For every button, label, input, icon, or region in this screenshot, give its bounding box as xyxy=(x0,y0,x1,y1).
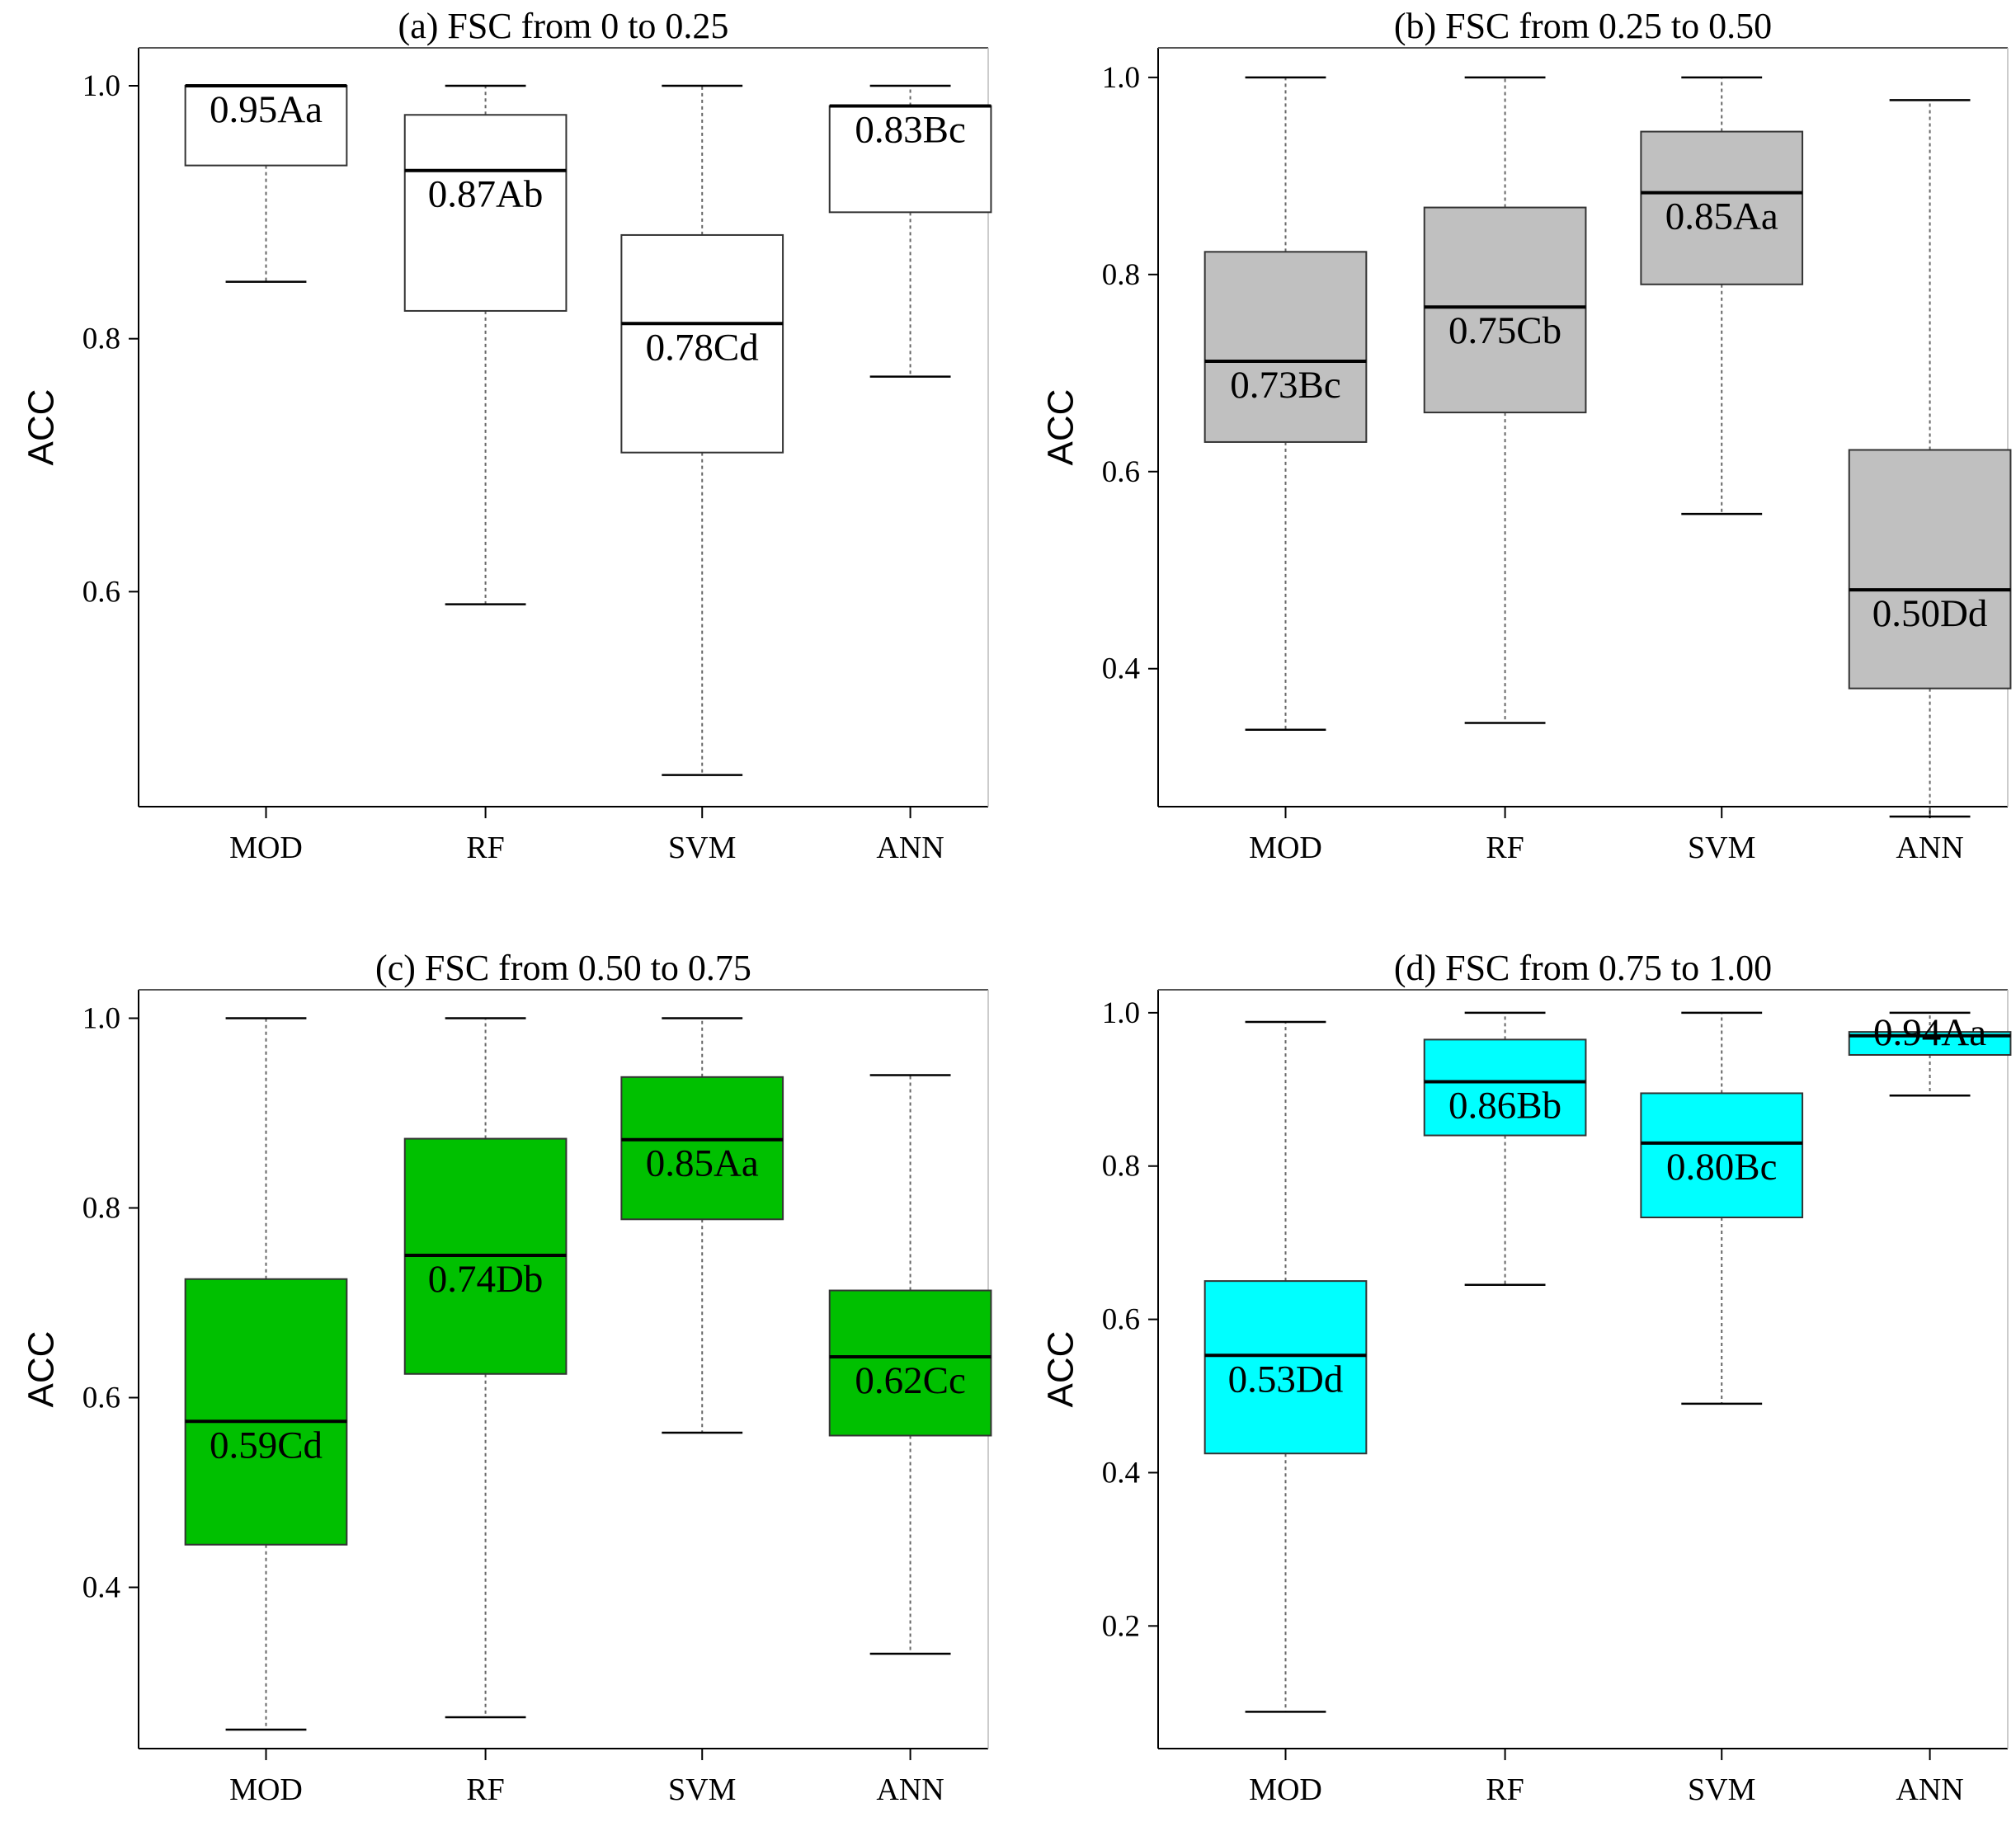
box-label: 0.80Bc xyxy=(1666,1146,1777,1189)
y-axis-label: ACC xyxy=(1041,1331,1081,1408)
y-tick-label: 0.8 xyxy=(82,1192,120,1226)
box xyxy=(184,85,348,167)
box-label: 0.95Aa xyxy=(210,88,323,131)
panel-title: (a) FSC from 0 to 0.25 xyxy=(398,6,729,46)
x-tick-label: RF xyxy=(466,831,504,865)
box xyxy=(1423,1038,1587,1137)
x-tick-label: SVM xyxy=(1688,831,1755,865)
x-tick-label: ANN xyxy=(1896,831,1963,865)
box-label: 0.83Bc xyxy=(855,109,965,152)
box-label: 0.59Cd xyxy=(210,1424,323,1467)
panel-title: (b) FSC from 0.25 to 0.50 xyxy=(1394,6,1772,46)
box xyxy=(828,1289,992,1437)
y-tick-label: 1.0 xyxy=(82,1002,120,1036)
x-tick-label: ANN xyxy=(876,831,944,865)
box-label: 0.85Aa xyxy=(646,1142,759,1185)
y-axis-label: ACC xyxy=(1041,389,1081,466)
box xyxy=(184,1278,348,1546)
box-label: 0.86Bb xyxy=(1448,1085,1561,1128)
y-tick-label: 0.4 xyxy=(1102,1456,1140,1490)
y-tick-label: 0.6 xyxy=(1102,455,1140,489)
box-label: 0.62Cc xyxy=(855,1359,965,1402)
x-tick-label: RF xyxy=(1486,1773,1524,1807)
y-tick-label: 0.8 xyxy=(82,322,120,356)
x-tick-label: RF xyxy=(466,1773,504,1807)
box-label: 0.53Dd xyxy=(1228,1358,1344,1401)
y-tick-label: 0.8 xyxy=(1102,258,1140,292)
box xyxy=(1203,251,1368,443)
x-tick-label: SVM xyxy=(668,831,736,865)
y-tick-label: 0.6 xyxy=(82,575,120,609)
y-tick-label: 0.6 xyxy=(1102,1303,1140,1337)
panel-a: (a) FSC from 0 to 0.25 ACC 0.6 0.8 1.0 MOD 0.9… xyxy=(21,6,992,865)
y-tick-label: 0.6 xyxy=(82,1382,120,1415)
box-label: 0.78Cd xyxy=(646,326,759,369)
box xyxy=(620,1076,784,1221)
x-tick-label: SVM xyxy=(668,1773,736,1807)
y-axis-label: ACC xyxy=(21,389,62,466)
x-tick-label: SVM xyxy=(1688,1773,1755,1807)
y-tick-label: 1.0 xyxy=(1102,61,1140,95)
box-label: 0.87Ab xyxy=(428,173,544,216)
panel-b: (b) FSC from 0.25 to 0.50 ACC 0.4 0.6 0.8 1.0… xyxy=(1041,6,2012,865)
panel-c: (c) FSC from 0.50 to 0.75 ACC 0.4 0.6 0.8 1.0… xyxy=(21,948,992,1807)
box-label: 0.85Aa xyxy=(1665,195,1778,238)
x-tick-label: MOD xyxy=(1249,1773,1322,1807)
y-axis-label: ACC xyxy=(21,1331,62,1408)
x-tick-label: ANN xyxy=(1896,1773,1963,1807)
box xyxy=(1203,1280,1368,1455)
y-tick-label: 0.8 xyxy=(1102,1150,1140,1184)
box xyxy=(620,233,784,454)
box-label: 0.50Dd xyxy=(1872,592,1988,635)
box xyxy=(1848,449,2012,690)
y-tick-label: 0.2 xyxy=(1102,1609,1140,1643)
panel-d: (d) FSC from 0.75 to 1.00 ACC 0.2 0.4 0.6 0.8… xyxy=(1041,948,2012,1807)
x-tick-label: MOD xyxy=(229,831,303,865)
panel-title: (c) FSC from 0.50 to 0.75 xyxy=(375,948,751,988)
y-tick-label: 0.4 xyxy=(1102,652,1140,686)
panel-title: (d) FSC from 0.75 to 1.00 xyxy=(1394,948,1772,988)
y-tick-label: 1.0 xyxy=(1102,996,1140,1030)
box xyxy=(403,114,568,312)
x-tick-label: MOD xyxy=(229,1773,303,1807)
box-label: 0.74Db xyxy=(428,1258,544,1301)
x-tick-label: MOD xyxy=(1249,831,1322,865)
x-tick-label: RF xyxy=(1486,831,1524,865)
box-label: 0.75Cb xyxy=(1448,309,1561,352)
y-tick-label: 1.0 xyxy=(82,69,120,103)
box-label: 0.73Bc xyxy=(1230,364,1340,407)
x-tick-label: ANN xyxy=(876,1773,944,1807)
box xyxy=(1640,1092,1804,1219)
box xyxy=(1423,206,1587,414)
box-label: 0.94Aa xyxy=(1873,1011,1986,1054)
y-tick-label: 0.4 xyxy=(82,1571,120,1605)
box xyxy=(828,105,992,214)
box xyxy=(1640,130,1804,285)
